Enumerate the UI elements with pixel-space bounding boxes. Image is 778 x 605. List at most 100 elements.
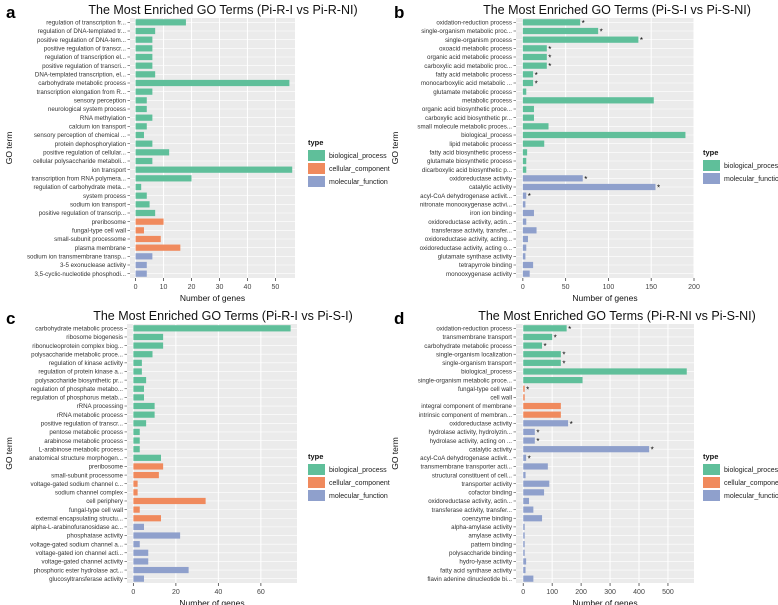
- bar: [135, 45, 153, 52]
- significance-star: *: [536, 437, 539, 446]
- bar: [133, 515, 161, 522]
- legend: type biological_process molecular_function: [703, 148, 778, 184]
- y-tick-label: oxidoreductase activity: [449, 176, 513, 183]
- significance-star: *: [535, 80, 538, 89]
- bar: [133, 549, 149, 556]
- y-tick-label: dicarboxylic acid biosynthetic p...: [422, 167, 512, 174]
- bar: [135, 88, 153, 95]
- y-tick-label: sensory perception: [74, 98, 127, 105]
- y-tick-label: alpha-amylase activity: [451, 524, 513, 531]
- y-tick-label: carbohydrate metabolic process: [38, 80, 126, 87]
- bar: [522, 53, 547, 61]
- x-tick-label: 10: [160, 284, 168, 291]
- y-tick-label: regulation of phosphate metabo...: [31, 386, 123, 393]
- y-tick-label: positive regulation of transcrip...: [39, 210, 127, 217]
- y-tick-label: iron ion binding: [470, 210, 513, 217]
- y-tick-label: voltage-gated sodium channel c...: [30, 481, 123, 488]
- bar: [522, 45, 547, 52]
- y-tick-label: alpha-L-arabinofuranosidase ac...: [31, 524, 123, 531]
- significance-star: *: [548, 62, 551, 71]
- y-tick-label: pattern binding: [471, 541, 512, 548]
- plot-background: [130, 18, 295, 278]
- x-tick-label: 200: [688, 284, 700, 291]
- x-tick-label: 0: [521, 589, 525, 596]
- bar: [133, 566, 189, 574]
- y-tick-label: carbohydrate metabolic process: [35, 326, 123, 333]
- y-tick-label: sodium channel complex: [55, 490, 124, 497]
- y-tick-label: ribonucleoprotein complex biog...: [32, 343, 123, 350]
- y-tick-label: sodium ion transmembrane transp...: [27, 254, 126, 261]
- y-tick-label: small molecule metabolic proces...: [417, 124, 512, 131]
- y-tick-label: nitronate monooxygenase activi...: [420, 202, 512, 209]
- bar: [522, 192, 527, 199]
- bar: [523, 351, 561, 358]
- significance-star: *: [562, 351, 565, 360]
- legend-swatch: [703, 464, 720, 475]
- bar: [135, 192, 147, 199]
- x-tick-label: 20: [188, 284, 196, 291]
- bar: [135, 105, 147, 113]
- y-axis-label: GO term: [4, 437, 14, 470]
- y-tick-label: catalytic activity: [469, 184, 513, 191]
- y-tick-label: neurological system process: [48, 106, 126, 113]
- x-tick-label: 20: [172, 589, 180, 596]
- chart-panel-d: d The Most Enriched GO Terms (Pi-R-NI vs …: [390, 309, 778, 605]
- bar: [522, 270, 530, 277]
- y-tick-label: acyl-CoA dehydrogenase activit...: [420, 193, 512, 200]
- y-tick-label: plasma membrane: [75, 245, 127, 252]
- x-axis-label: Number of genes: [572, 293, 637, 303]
- significance-star: *: [528, 454, 531, 463]
- bar: [135, 36, 153, 43]
- chart-title: The Most Enriched GO Terms (Pi-S-I vs Pi…: [483, 3, 751, 17]
- y-tick-label: ribosome biogenesis: [66, 334, 123, 341]
- y-tick-label: amylase activity: [468, 533, 513, 540]
- legend-label: cellular_component: [724, 480, 778, 487]
- legend-swatch: [703, 160, 720, 171]
- legend-label: molecular_function: [724, 493, 778, 500]
- bar: [523, 437, 535, 444]
- y-tick-label: RNA methylation: [80, 115, 127, 122]
- y-tick-label: voltage-gated sodium channel a...: [30, 541, 123, 548]
- bar: [523, 333, 553, 341]
- significance-star: *: [536, 428, 539, 437]
- y-tick-label: cell wall: [490, 395, 512, 402]
- y-tick-label: intrinsic component of membran...: [419, 412, 512, 419]
- bar: [522, 105, 534, 113]
- bar: [135, 149, 170, 156]
- bar: [523, 325, 567, 332]
- significance-star: *: [562, 359, 565, 368]
- x-tick-label: 30: [216, 284, 224, 291]
- y-tick-label: glutamate synthase activity: [438, 254, 513, 261]
- y-tick-label: single-organism metabolic proce...: [418, 377, 513, 384]
- bar: [523, 420, 569, 427]
- bar: [133, 333, 164, 341]
- bar: [522, 131, 686, 139]
- y-tick-label: single-organism metabolic proc...: [421, 28, 512, 35]
- bar: [135, 123, 147, 130]
- bar: [135, 175, 192, 182]
- legend-swatch: [703, 173, 720, 184]
- x-tick-label: 0: [134, 284, 138, 291]
- y-tick-label: polysaccharide metabolic proce...: [31, 351, 123, 358]
- bar: [522, 62, 547, 69]
- y-tick-label: 3-5 exonuclease activity: [60, 262, 127, 269]
- legend-label: biological_process: [329, 467, 387, 474]
- bar: [522, 79, 534, 87]
- bar: [523, 402, 561, 410]
- significance-star: *: [640, 36, 643, 45]
- y-tick-label: transporter activity: [461, 481, 512, 488]
- y-tick-label: voltage-gated channel activity: [41, 559, 123, 566]
- significance-star: *: [528, 192, 531, 201]
- y-tick-label: organic acid metabolic process: [427, 54, 512, 61]
- bar: [522, 149, 528, 156]
- y-tick-label: fungal-type cell wall: [69, 507, 123, 514]
- legend: type biological_process cellular_component…: [308, 452, 390, 501]
- y-tick-label: transmembrane transporter acti...: [421, 464, 513, 471]
- bar: [522, 71, 534, 78]
- legend-swatch: [703, 490, 720, 501]
- bar: [135, 140, 153, 147]
- bar: [135, 131, 144, 139]
- bar: [135, 71, 156, 78]
- bar: [522, 19, 581, 26]
